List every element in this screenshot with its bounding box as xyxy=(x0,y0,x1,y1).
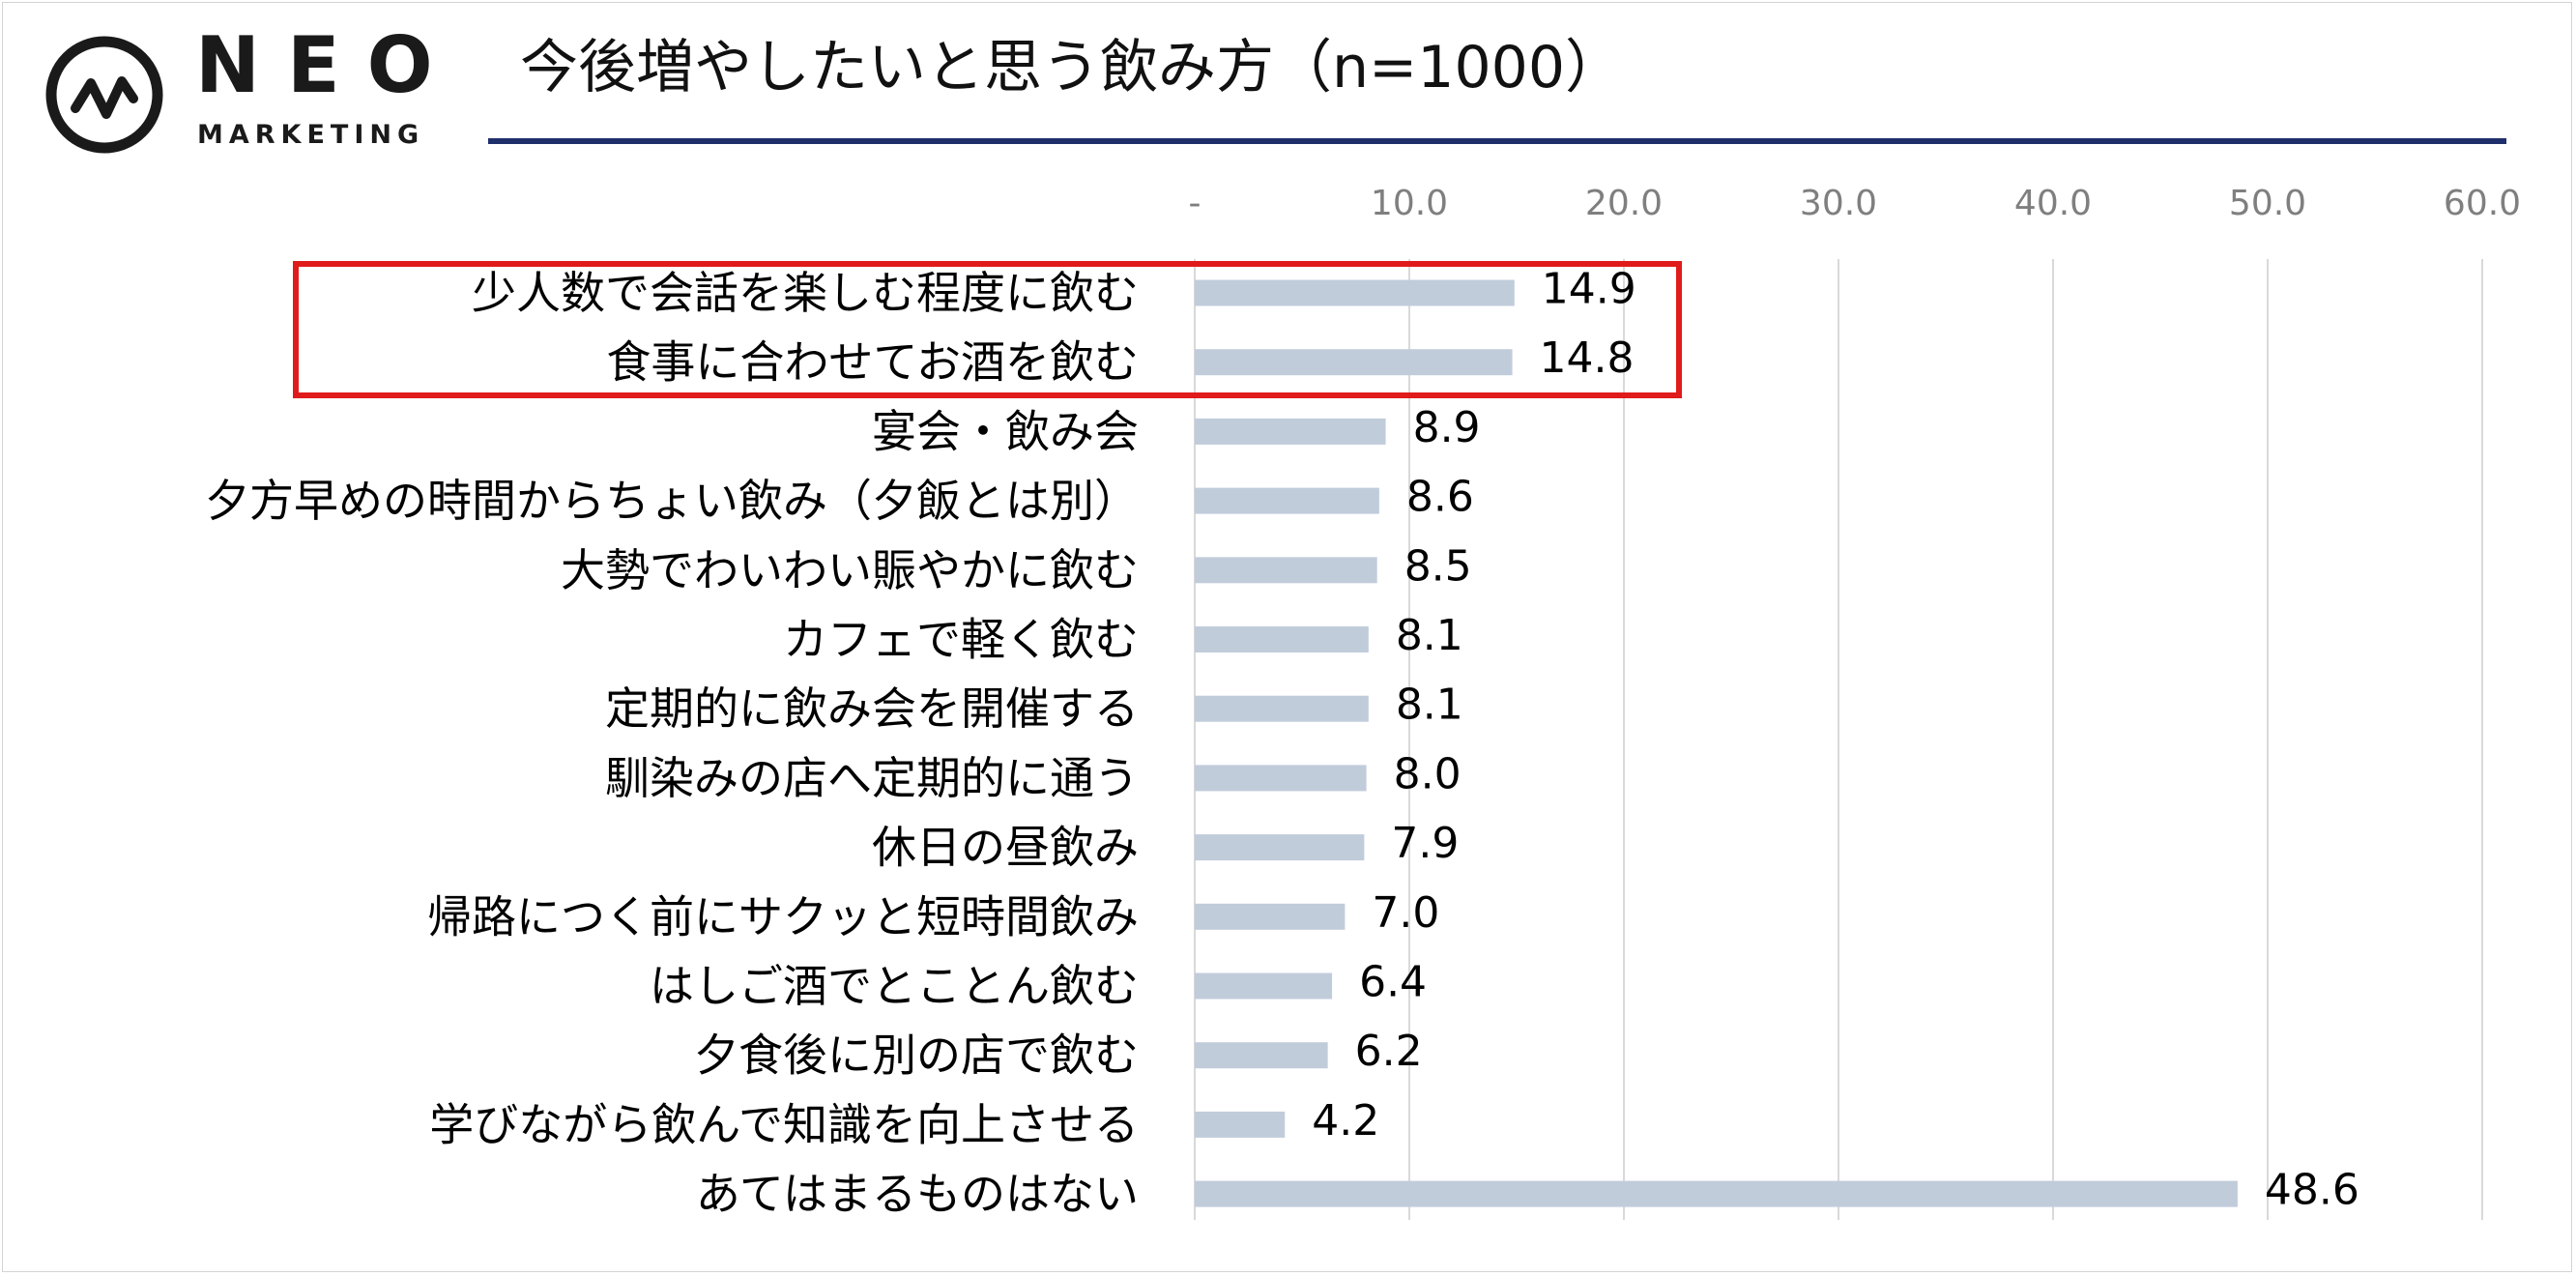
category-label: 休日の昼飲み xyxy=(872,822,1139,874)
data-label: 4.2 xyxy=(1312,1096,1379,1146)
category-label: あてはまるものはない xyxy=(696,1168,1139,1220)
x-tick-label: 30.0 xyxy=(1800,184,1877,223)
category-label: はしご酒でとことん飲む xyxy=(650,960,1139,1012)
bar xyxy=(1195,834,1365,861)
bar xyxy=(1195,972,1333,1000)
data-label: 8.9 xyxy=(1413,403,1481,452)
bar xyxy=(1195,903,1346,930)
category-label: 定期的に飲み会を開催する xyxy=(605,682,1139,735)
bar xyxy=(1195,279,1515,306)
x-tick-label: 20.0 xyxy=(1585,184,1663,223)
logo-pulse-icon xyxy=(45,36,163,154)
category-labels: 少人数で会話を楽しむ程度に飲む食事に合わせてお酒を飲む宴会・飲み会夕方早めの時間… xyxy=(205,267,1139,1220)
chart-title: 今後増やしたいと思う飲み方（n=1000） xyxy=(520,34,1623,102)
bar xyxy=(1195,418,1386,445)
bar xyxy=(1195,1180,2238,1207)
x-tick-label: 60.0 xyxy=(2444,184,2521,223)
bar xyxy=(1195,765,1367,792)
logo-wordmark: NEO xyxy=(195,20,460,110)
bar xyxy=(1195,626,1369,652)
category-label: 夕食後に別の店で飲む xyxy=(694,1030,1139,1082)
data-label: 14.8 xyxy=(1540,334,1635,383)
category-label: 学びながら飲んで知識を向上させる xyxy=(429,1098,1139,1150)
x-tick-label: - xyxy=(1189,184,1201,223)
category-label: 夕方早めの時間からちょい飲み（夕飯とは別） xyxy=(205,475,1139,527)
category-label: 大勢でわいわい賑やかに飲む xyxy=(561,544,1139,596)
data-label: 8.0 xyxy=(1394,749,1462,798)
x-axis-tick-labels: - 10.0 20.0 30.0 40.0 50.0 60.0 xyxy=(1189,184,2522,223)
data-label: 14.9 xyxy=(1542,265,1636,314)
x-tick-label: 10.0 xyxy=(1371,184,1448,223)
bar xyxy=(1195,695,1369,722)
data-label: 8.1 xyxy=(1396,611,1463,660)
value-labels: 14.9 14.8 8.9 8.6 8.5 8.1 8.1 8.0 7.9 7.0 6.4 6.2 4.… xyxy=(1312,265,2359,1215)
data-label: 6.2 xyxy=(1355,1027,1423,1076)
data-label: 7.0 xyxy=(1372,888,1439,938)
neo-marketing-logo: NEO MARKETING xyxy=(44,27,433,160)
category-label: 馴染みの店へ定期的に通う xyxy=(605,752,1139,804)
data-label: 8.6 xyxy=(1406,473,1474,522)
category-label: 少人数で会話を楽しむ程度に飲む xyxy=(472,267,1139,319)
bar xyxy=(1195,1111,1286,1138)
data-label: 6.4 xyxy=(1359,958,1427,1007)
bar xyxy=(1195,1042,1328,1069)
logo-subtitle: MARKETING xyxy=(197,120,425,150)
data-label: 8.1 xyxy=(1396,681,1463,730)
data-label: 48.6 xyxy=(2265,1166,2359,1215)
category-label: 食事に合わせてお酒を飲む xyxy=(606,336,1139,389)
x-tick-label: 40.0 xyxy=(2014,184,2092,223)
bar xyxy=(1195,487,1379,514)
title-underline xyxy=(488,138,2506,144)
x-tick-label: 50.0 xyxy=(2229,184,2306,223)
category-label: カフェで軽く飲む xyxy=(783,614,1139,666)
category-label: 宴会・飲み会 xyxy=(872,405,1139,457)
category-label: 帰路につく前にサクッと短時間飲み xyxy=(427,890,1139,942)
bars xyxy=(1195,279,2238,1207)
bar xyxy=(1195,557,1377,584)
data-label: 8.5 xyxy=(1404,541,1472,591)
data-label: 7.9 xyxy=(1391,819,1459,868)
bar xyxy=(1195,349,1513,376)
